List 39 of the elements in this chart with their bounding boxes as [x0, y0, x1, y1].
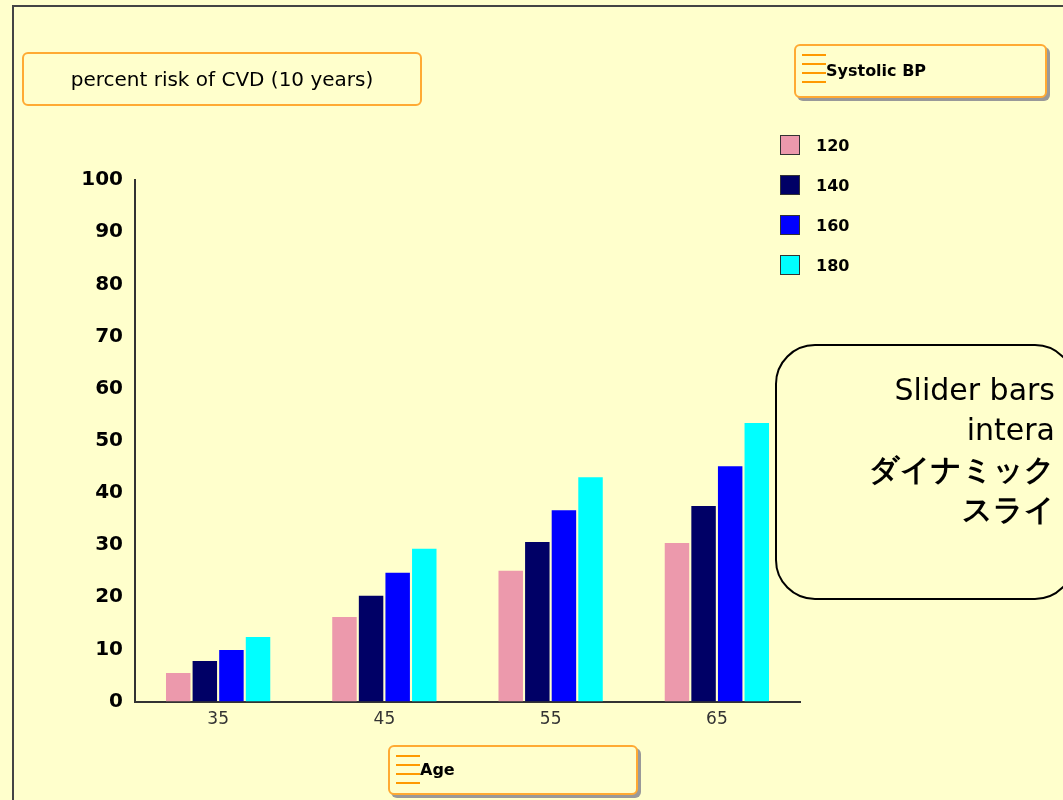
- bar: [717, 466, 743, 702]
- legend-label: 180: [816, 255, 850, 275]
- bar: [551, 510, 577, 702]
- y-tick-label: 90: [95, 218, 123, 243]
- y-tick-label: 70: [95, 322, 123, 347]
- bar: [385, 572, 410, 702]
- bar: [525, 541, 550, 702]
- bar: [245, 636, 271, 702]
- y-tick-label: 100: [81, 166, 123, 191]
- bar: [219, 649, 244, 702]
- x-tick-label: 55: [539, 708, 562, 729]
- legend-label: 140: [816, 175, 850, 195]
- y-tick-label: 30: [95, 531, 123, 556]
- y-tick-label: 10: [95, 635, 123, 660]
- bar: [664, 543, 690, 702]
- legend-label: 120: [816, 135, 850, 155]
- y-tick-label: 20: [95, 583, 123, 608]
- bar: [358, 595, 384, 702]
- bar: [691, 506, 716, 702]
- bar: [412, 548, 437, 702]
- bar: [165, 672, 191, 702]
- y-tick-label: 0: [109, 687, 123, 712]
- bar: [744, 423, 770, 702]
- y-tick-label: 80: [95, 270, 123, 295]
- x-tick-label: 35: [207, 708, 229, 729]
- y-tick-label: 40: [95, 479, 123, 504]
- callout-bubble: Slider bars intera ダイナミック スライ: [775, 344, 1063, 600]
- bar: [498, 570, 523, 702]
- bar: [578, 477, 603, 702]
- x-tick-label: 65: [706, 708, 728, 729]
- legend-label: 160: [816, 215, 850, 235]
- x-axis-title: Age: [420, 760, 455, 779]
- y-tick-label: 50: [95, 427, 123, 451]
- bar: [332, 617, 357, 702]
- chart-title: percent risk of CVD (10 years): [22, 52, 422, 106]
- y-tick-label: 60: [95, 374, 123, 399]
- x-tick-label: 45: [373, 708, 396, 729]
- bar: [192, 660, 218, 702]
- legend-title: Systolic BP: [826, 61, 927, 80]
